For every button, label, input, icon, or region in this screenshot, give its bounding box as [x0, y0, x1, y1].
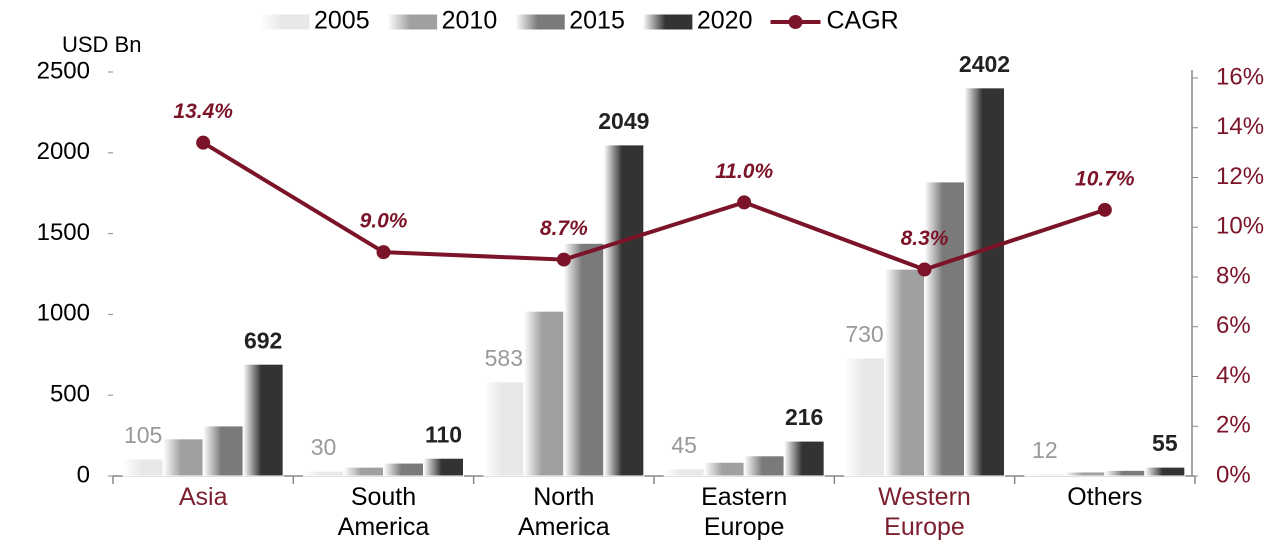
x-tick-label: Eastern Europe [701, 483, 788, 541]
bar [783, 440, 825, 477]
y-tick-label: 0 [77, 461, 90, 488]
bar [202, 425, 244, 477]
y2-tick-label: 12% [1216, 163, 1264, 190]
line-point [376, 245, 391, 260]
data-label: 216 [785, 404, 823, 430]
bar [663, 468, 705, 477]
x-tick-label: North America [517, 483, 610, 541]
legend-swatch [514, 13, 566, 31]
x-tick-label: Others [1067, 483, 1143, 511]
line-point [556, 252, 571, 267]
y-tick-label: 1500 [37, 219, 90, 246]
legend-swatch [387, 13, 439, 31]
y-axis-label: USD Bn [62, 32, 141, 57]
legend-label: CAGR [827, 7, 899, 35]
y2-tick-label: 8% [1216, 262, 1251, 289]
legend-marker [788, 15, 803, 29]
x-tick-label: South America [337, 483, 430, 541]
data-label: 110 [425, 421, 462, 447]
y2-tick-label: 2% [1216, 412, 1251, 439]
bar [343, 466, 384, 477]
y2-tick-label: 6% [1216, 312, 1251, 339]
line [202, 140, 1106, 272]
data-label: 45 [671, 432, 697, 458]
data-label: 730 [845, 321, 883, 347]
bar [122, 458, 164, 477]
bar [844, 357, 885, 477]
line-point [1097, 202, 1112, 217]
legend-label: 2010 [442, 7, 498, 35]
bar [964, 87, 1005, 477]
data-label: 55 [1152, 430, 1178, 456]
data-label: 2049 [598, 108, 649, 134]
line-label: 13.4% [173, 100, 233, 123]
y-tick-label: 1000 [37, 300, 90, 327]
line-label: 8.3% [901, 227, 949, 250]
line-label: 10.7% [1075, 167, 1135, 190]
data-label: 12 [1032, 437, 1058, 463]
legend-swatch [642, 13, 694, 31]
bar [483, 381, 525, 477]
line-label: 8.7% [540, 217, 588, 240]
data-label: 30 [311, 434, 337, 460]
y2-tick-label: 0% [1216, 461, 1251, 488]
line-point [737, 195, 752, 210]
x-tick-box: Eastern Europe [701, 483, 788, 541]
x-tick-box: South America [337, 483, 430, 541]
x-tick-box: Asia [178, 483, 228, 511]
bar [1144, 466, 1186, 477]
bar [523, 310, 565, 477]
bar [423, 457, 464, 477]
bar [603, 144, 645, 477]
y2-tick-label: 14% [1216, 113, 1264, 140]
x-tick-box: North America [517, 483, 610, 541]
y-tick-label: 2000 [37, 138, 90, 165]
data-label: 105 [124, 422, 162, 448]
bar [1104, 469, 1146, 477]
line-point [196, 135, 211, 150]
bar [924, 181, 965, 477]
x-tick-label: Western Europe [878, 483, 971, 541]
bar [1064, 471, 1106, 477]
bar [563, 242, 605, 477]
bar [743, 455, 785, 477]
line-label: 11.0% [715, 160, 773, 183]
legend-swatch [259, 13, 311, 31]
bar [242, 363, 284, 477]
x-tick-label: Asia [178, 483, 228, 511]
legend-label: 2020 [697, 7, 753, 35]
y2-tick-label: 10% [1216, 213, 1264, 240]
data-label: 692 [244, 327, 282, 353]
y2-tick-label: 16% [1216, 63, 1264, 90]
bar [1024, 473, 1066, 477]
bar [383, 462, 424, 477]
legend-label: 2005 [314, 7, 370, 35]
data-label: 2402 [959, 51, 1010, 77]
bar [162, 438, 204, 477]
line-point [917, 262, 932, 277]
y-tick-label: 2500 [37, 57, 90, 84]
y2-tick-label: 4% [1216, 362, 1251, 389]
x-tick-box: Others [1067, 483, 1143, 511]
bar [884, 268, 925, 477]
bar [303, 470, 344, 477]
line-label: 9.0% [360, 210, 408, 233]
y-tick-label: 500 [50, 381, 90, 408]
x-tick-box: Western Europe [878, 483, 971, 541]
legend-label: 2015 [569, 7, 625, 35]
bar [703, 461, 745, 477]
data-label: 583 [485, 345, 523, 371]
